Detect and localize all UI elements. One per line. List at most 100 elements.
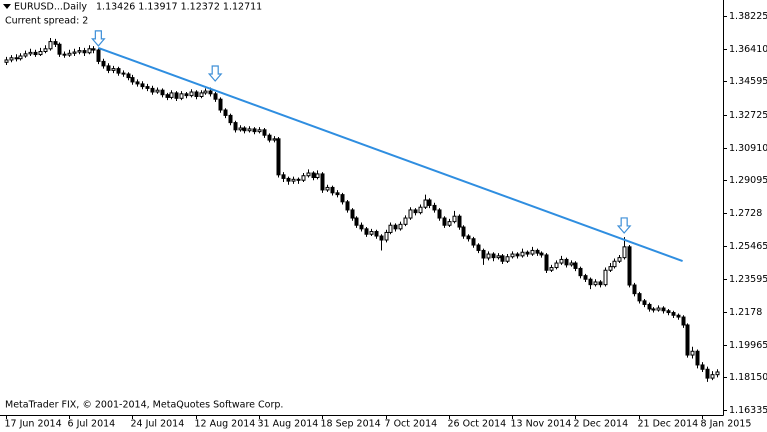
candle-body: [23, 53, 28, 57]
x-tick-label: 26 Oct 2014: [448, 419, 507, 430]
candle-body: [223, 109, 228, 116]
candle-body: [559, 258, 564, 264]
candle-body: [301, 175, 306, 181]
candle-body: [184, 93, 189, 97]
symbol-menu-triangle[interactable]: [3, 4, 11, 9]
candle-body: [135, 81, 140, 85]
candle-body: [203, 90, 208, 94]
candle-body: [53, 41, 58, 45]
candle-body: [276, 138, 281, 176]
candle-body: [111, 68, 116, 71]
candle-body: [296, 178, 301, 181]
candle-body: [520, 251, 525, 257]
candle-body: [442, 217, 447, 226]
candle-body: [539, 252, 544, 256]
candle-body: [593, 281, 598, 286]
y-tick-label: 1.30910: [729, 143, 767, 154]
candle-body: [315, 173, 320, 179]
trendline: [98, 46, 683, 263]
copyright: MetaTrader FIX, © 2001-2014, MetaQuotes …: [5, 400, 283, 411]
candle-body: [598, 281, 603, 286]
y-tick-label: 1.25465: [729, 241, 767, 252]
candle-body: [388, 224, 393, 233]
candle-body: [578, 267, 583, 277]
candle-body: [715, 371, 720, 376]
candle-body: [656, 307, 661, 311]
candle-body: [38, 50, 43, 56]
candle-body: [588, 278, 593, 286]
candle-body: [622, 246, 627, 259]
candle-body: [145, 86, 150, 89]
candle-body: [427, 199, 432, 206]
candle-body: [350, 209, 355, 219]
candle-body: [608, 266, 613, 271]
symbol-header: EURUSD...Daily: [14, 2, 87, 13]
candle-body: [87, 48, 92, 54]
candle-body: [91, 48, 96, 51]
x-tick-label: 18 Sep 2014: [321, 419, 381, 430]
x-tick-label: 7 Oct 2014: [385, 419, 438, 430]
x-tick-label: 24 Jul 2014: [131, 419, 185, 430]
candle-body: [530, 249, 535, 255]
candle-body: [447, 221, 452, 226]
candle-body: [676, 314, 681, 318]
x-tick-label: 21 Dec 2014: [638, 419, 699, 430]
candle-body: [359, 224, 364, 230]
candle-body: [651, 308, 656, 311]
y-tick-label: 1.19965: [729, 340, 767, 351]
candle-body: [457, 215, 462, 228]
candle-body: [403, 217, 408, 225]
x-tick-label: 8 Jan 2015: [701, 419, 752, 430]
candle-body: [671, 312, 676, 316]
candle-body: [155, 89, 160, 93]
candle-body: [101, 60, 106, 67]
candle-body: [199, 92, 204, 98]
candle-body: [174, 92, 179, 99]
candle-body: [340, 194, 345, 203]
candle-body: [617, 257, 622, 262]
candle-body: [82, 50, 87, 54]
candle-body: [642, 300, 647, 305]
candle-body: [48, 41, 53, 50]
candle-body: [281, 174, 286, 179]
candle-body: [452, 215, 457, 223]
y-tick-label: 1.29095: [729, 175, 767, 186]
x-tick-label: 31 Aug 2014: [258, 419, 319, 430]
arrow-marker: [616, 217, 632, 234]
candle-body: [62, 53, 67, 56]
candle-body: [603, 269, 608, 286]
candle-body: [486, 253, 491, 259]
candle-body: [140, 83, 145, 88]
candle-body: [569, 262, 574, 266]
candle-body: [500, 255, 505, 262]
candle-body: [238, 127, 243, 131]
candle-body: [393, 224, 398, 230]
candle-body: [43, 48, 48, 52]
candle-body: [14, 57, 19, 60]
candle-body: [116, 68, 121, 74]
candle-body: [364, 228, 369, 235]
y-tick-label: 1.2178: [729, 307, 762, 318]
x-tick-label: 6 Jul 2014: [68, 419, 116, 430]
candle-body: [330, 186, 335, 194]
candle-body: [160, 89, 165, 96]
candle-body: [28, 51, 33, 55]
y-tick-label: 1.32725: [729, 110, 767, 121]
candle-body: [666, 310, 671, 314]
candle-body: [476, 244, 481, 251]
y-tick-label: 1.23595: [729, 274, 767, 285]
candle-body: [320, 173, 325, 191]
candle-body: [130, 77, 135, 83]
ohlc-header: 1.13426 1.13917 1.12372 1.12711: [96, 2, 262, 13]
candle-body: [354, 217, 359, 226]
candle-body: [564, 258, 569, 266]
candle-body: [121, 72, 126, 75]
candle-body: [544, 254, 549, 271]
y-tick-label: 1.16335: [729, 405, 767, 416]
candle-body: [374, 231, 379, 237]
candle-body: [700, 364, 705, 370]
candle-body: [165, 94, 170, 98]
arrow-marker: [91, 30, 106, 47]
candle-body: [471, 238, 476, 246]
candle-body: [423, 199, 428, 208]
